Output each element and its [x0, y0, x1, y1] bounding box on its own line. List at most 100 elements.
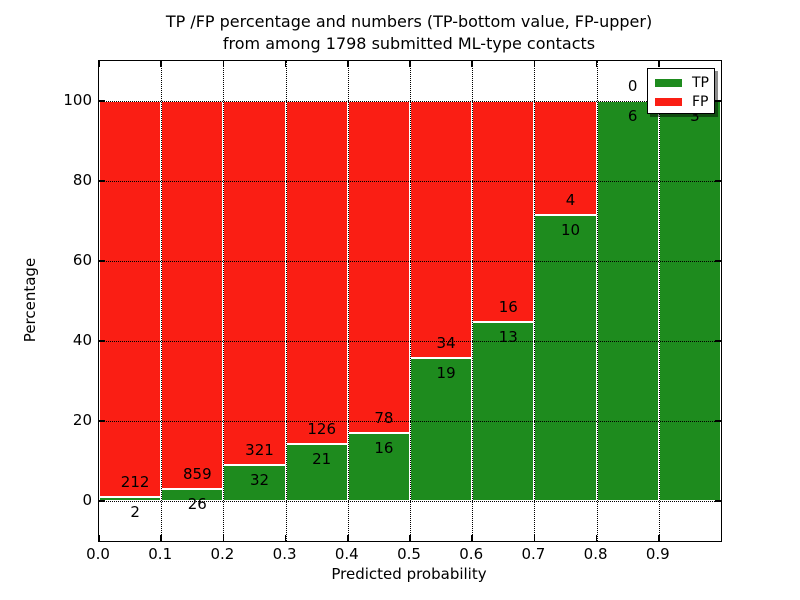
chart-title: TP /FP percentage and numbers (TP-bottom…	[166, 11, 652, 55]
tp-count-label: 10	[560, 221, 581, 240]
bar-segment-tp	[472, 321, 535, 501]
fp-count-label: 4	[565, 191, 576, 210]
x-tick-mark	[98, 61, 100, 67]
bar-segment-fp	[161, 101, 224, 490]
y-tick-label: 60	[72, 251, 92, 269]
x-tick-mark	[533, 535, 536, 541]
x-tick-mark	[347, 535, 349, 541]
x-tick-label: 0.5	[397, 545, 421, 563]
x-tick-mark	[595, 535, 598, 541]
bar-segment-fp	[347, 101, 410, 433]
y-tick-mark	[99, 340, 105, 342]
y-tick-label: 0	[82, 491, 92, 509]
y-tick-mark	[715, 100, 721, 102]
legend-label: FP	[692, 93, 709, 110]
tp-count-label: 19	[436, 363, 456, 382]
y-tick-mark	[99, 420, 105, 422]
x-tick-mark	[160, 61, 162, 67]
x-tick-mark	[533, 61, 536, 67]
x-tick-label: 0.1	[148, 545, 173, 563]
fp-count-label: 16	[498, 297, 518, 316]
y-tick-mark	[99, 100, 105, 102]
bar-segment-fp	[285, 101, 348, 444]
bar-segment-tp	[534, 215, 597, 501]
bar-segment-tp	[347, 432, 410, 501]
bar-segment-fp	[410, 101, 473, 358]
x-tick-label: 0.0	[86, 545, 110, 563]
legend-swatch-tp	[655, 78, 682, 87]
fp-count-label: 212	[120, 473, 150, 492]
bar-segment-tp	[658, 101, 721, 501]
y-tick-mark	[715, 340, 721, 342]
legend-swatch-fp	[655, 97, 682, 106]
x-tick-label: 0.9	[645, 545, 670, 563]
chart-title-line2: from among 1798 submitted ML-type contac…	[222, 34, 596, 53]
y-tick-mark	[715, 180, 721, 182]
x-tick-mark	[222, 61, 225, 67]
gridline-x	[347, 61, 349, 541]
bar-segment-tp	[410, 357, 473, 501]
gridline-x	[223, 61, 225, 541]
x-tick-mark	[471, 61, 473, 67]
x-tick-mark	[284, 535, 287, 541]
x-tick-mark	[222, 535, 225, 541]
chart-title-line1: TP /FP percentage and numbers (TP-bottom…	[165, 12, 653, 31]
y-tick-mark	[715, 420, 721, 422]
tp-count-label: 32	[249, 470, 270, 489]
fp-count-label: 34	[436, 333, 456, 352]
x-tick-mark	[409, 61, 411, 67]
fp-count-label: 126	[307, 419, 337, 438]
gridline-x	[410, 61, 411, 541]
fp-count-label: 0	[627, 77, 638, 95]
y-tick-label: 40	[72, 331, 92, 349]
gridline-x	[285, 61, 287, 541]
x-tick-mark	[658, 535, 660, 541]
x-tick-label: 0.3	[272, 545, 297, 563]
x-tick-label: 0.7	[521, 545, 546, 563]
y-tick-mark	[99, 260, 105, 262]
x-tick-mark	[409, 535, 411, 541]
tp-count-label: 2	[130, 503, 140, 522]
tp-count-label: 26	[187, 495, 207, 514]
x-tick-mark	[658, 61, 660, 67]
y-tick-mark	[715, 500, 721, 502]
legend: TP FP	[647, 68, 715, 114]
bar-segment-tp	[285, 443, 348, 501]
x-axis-label: Predicted probability	[331, 565, 487, 583]
gridline-x	[161, 61, 163, 541]
x-tick-mark	[98, 535, 100, 541]
tp-count-label: 6	[627, 107, 638, 125]
x-tick-label: 0.4	[334, 545, 359, 563]
gridline-x	[658, 61, 660, 541]
x-tick-mark	[595, 61, 598, 67]
y-tick-label: 100	[63, 91, 92, 109]
fp-count-label: 321	[245, 440, 274, 459]
legend-item: TP	[648, 73, 714, 92]
gridline-x	[472, 61, 474, 541]
y-tick-mark	[715, 260, 721, 262]
legend-item: FP	[648, 92, 714, 111]
tp-count-label: 13	[498, 327, 518, 346]
y-tick-mark	[99, 500, 105, 502]
tp-count-label: 3	[690, 107, 700, 125]
tp-count-label: 21	[312, 449, 332, 468]
x-tick-mark	[284, 61, 287, 67]
bar-segment-tp	[596, 101, 659, 501]
x-tick-label: 0.6	[459, 545, 484, 563]
bar-segment-tp	[223, 464, 286, 501]
y-axis-label: Percentage	[21, 257, 39, 343]
x-tick-label: 0.8	[583, 545, 608, 563]
legend-label: TP	[692, 74, 709, 91]
x-tick-mark	[347, 61, 349, 67]
y-tick-label: 80	[72, 171, 92, 189]
x-tick-mark	[471, 535, 473, 541]
gridline-x	[596, 61, 598, 541]
plot-area: 21228592632132126217816341916134100603TP…	[98, 60, 722, 542]
tp-count-label: 16	[374, 438, 394, 457]
y-tick-mark	[99, 180, 105, 182]
gridline-x	[534, 61, 536, 541]
fp-count-label: 78	[374, 408, 394, 427]
x-tick-mark	[160, 535, 162, 541]
bar-segment-tp	[99, 497, 162, 501]
bar-segment-fp	[99, 101, 162, 498]
